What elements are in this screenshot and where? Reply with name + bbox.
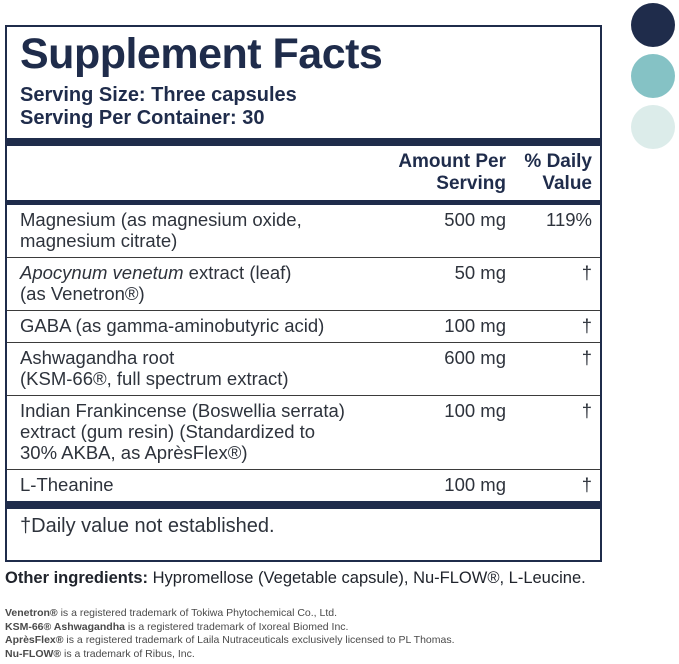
table-row: Apocynum venetum extract (leaf) (as Vene… (7, 257, 600, 310)
trademark-line: Venetron® is a registered trademark of T… (5, 607, 455, 621)
ingredient-name: Indian Frankincense (Boswellia serrata) … (20, 400, 345, 463)
table-row: Indian Frankincense (Boswellia serrata) … (7, 395, 600, 469)
trademark-text: is a registered trademark of Tokiwa Phyt… (57, 607, 338, 619)
ingredient-amount: 100 mg (444, 474, 506, 495)
ingredient-name: Magnesium (as magnesium oxide, magnesium… (20, 209, 302, 251)
ingredient-name: Ashwagandha root (KSM-66®, full spectrum… (20, 347, 289, 389)
trademark-brand: AprèsFlex® (5, 634, 64, 646)
amount-per-serving-header: Amount Per Serving (398, 151, 506, 194)
other-ingredients: Other ingredients: Hypromellose (Vegetab… (5, 568, 677, 588)
brand-dot-pale-teal (631, 105, 675, 149)
ingredient-amount: 500 mg (444, 209, 506, 230)
ingredient-amount: 100 mg (444, 315, 506, 336)
ingredient-daily-value: † (581, 315, 592, 336)
trademark-text: is a registered trademark of Laila Nutra… (63, 634, 455, 646)
trademark-notes: Venetron® is a registered trademark of T… (5, 607, 455, 661)
table-row: L-Theanine 100 mg † (7, 469, 600, 501)
trademark-line: AprèsFlex® is a registered trademark of … (5, 634, 455, 648)
divider-medium (7, 200, 600, 205)
other-ingredients-label: Other ingredients: (5, 569, 149, 587)
brand-dot-navy (631, 3, 675, 47)
table-row: Magnesium (as magnesium oxide, magnesium… (7, 205, 600, 257)
ingredient-daily-value: † (581, 347, 592, 368)
supplement-facts-panel: Supplement Facts Serving Size: Three cap… (5, 25, 602, 562)
table-row: GABA (as gamma-aminobutyric acid) 100 mg… (7, 310, 600, 342)
ingredient-daily-value: 119% (546, 209, 592, 230)
panel-header: Supplement Facts Serving Size: Three cap… (7, 27, 600, 130)
divider-thick (7, 138, 600, 146)
serving-info: Serving Size: Three capsules Serving Per… (20, 84, 588, 130)
ingredient-daily-value: † (581, 262, 592, 283)
ingredient-rows: Magnesium (as magnesium oxide, magnesium… (7, 205, 600, 501)
table-row: Ashwagandha root (KSM-66®, full spectrum… (7, 342, 600, 395)
trademark-brand: Nu-FLOW® (5, 647, 62, 660)
table-header-spacer (20, 151, 394, 195)
ingredient-name-rest: extract (leaf) (as Venetron®) (20, 262, 292, 304)
table-header-row: Amount Per Serving % Daily Value (7, 146, 600, 200)
trademark-line: Nu-FLOW® is a trademark of Ribus, Inc. (5, 648, 455, 662)
divider-thick (7, 501, 600, 509)
brand-dot-teal (631, 54, 675, 98)
trademark-brand: KSM-66® Ashwagandha (5, 620, 125, 633)
trademark-brand: Venetron® (5, 607, 58, 619)
ingredient-amount: 100 mg (444, 400, 506, 421)
trademark-line: KSM-66® Ashwagandha is a registered trad… (5, 621, 455, 635)
ingredient-name-italic: Apocynum venetum (20, 262, 184, 283)
ingredient-daily-value: † (581, 400, 592, 421)
serving-per-container: Serving Per Container: 30 (20, 107, 265, 129)
other-ingredients-text: Hypromellose (Vegetable capsule), Nu-FLO… (148, 569, 586, 587)
serving-size: Serving Size: Three capsules (20, 84, 297, 106)
ingredient-daily-value: † (581, 474, 592, 495)
ingredient-name: L-Theanine (20, 474, 114, 495)
ingredient-name: Apocynum venetum extract (leaf) (as Vene… (20, 262, 394, 304)
ingredient-amount: 50 mg (454, 262, 506, 283)
daily-value-header: % Daily Value (524, 151, 592, 194)
trademark-text: is a trademark of Ribus, Inc. (61, 647, 195, 660)
ingredient-name: GABA (as gamma-aminobutyric acid) (20, 315, 325, 336)
trademark-text: is a registered trademark of Ixoreal Bio… (124, 620, 349, 633)
panel-title: Supplement Facts (20, 30, 383, 78)
daily-value-footnote: †Daily value not established. (20, 515, 275, 537)
ingredient-amount: 600 mg (444, 347, 506, 368)
